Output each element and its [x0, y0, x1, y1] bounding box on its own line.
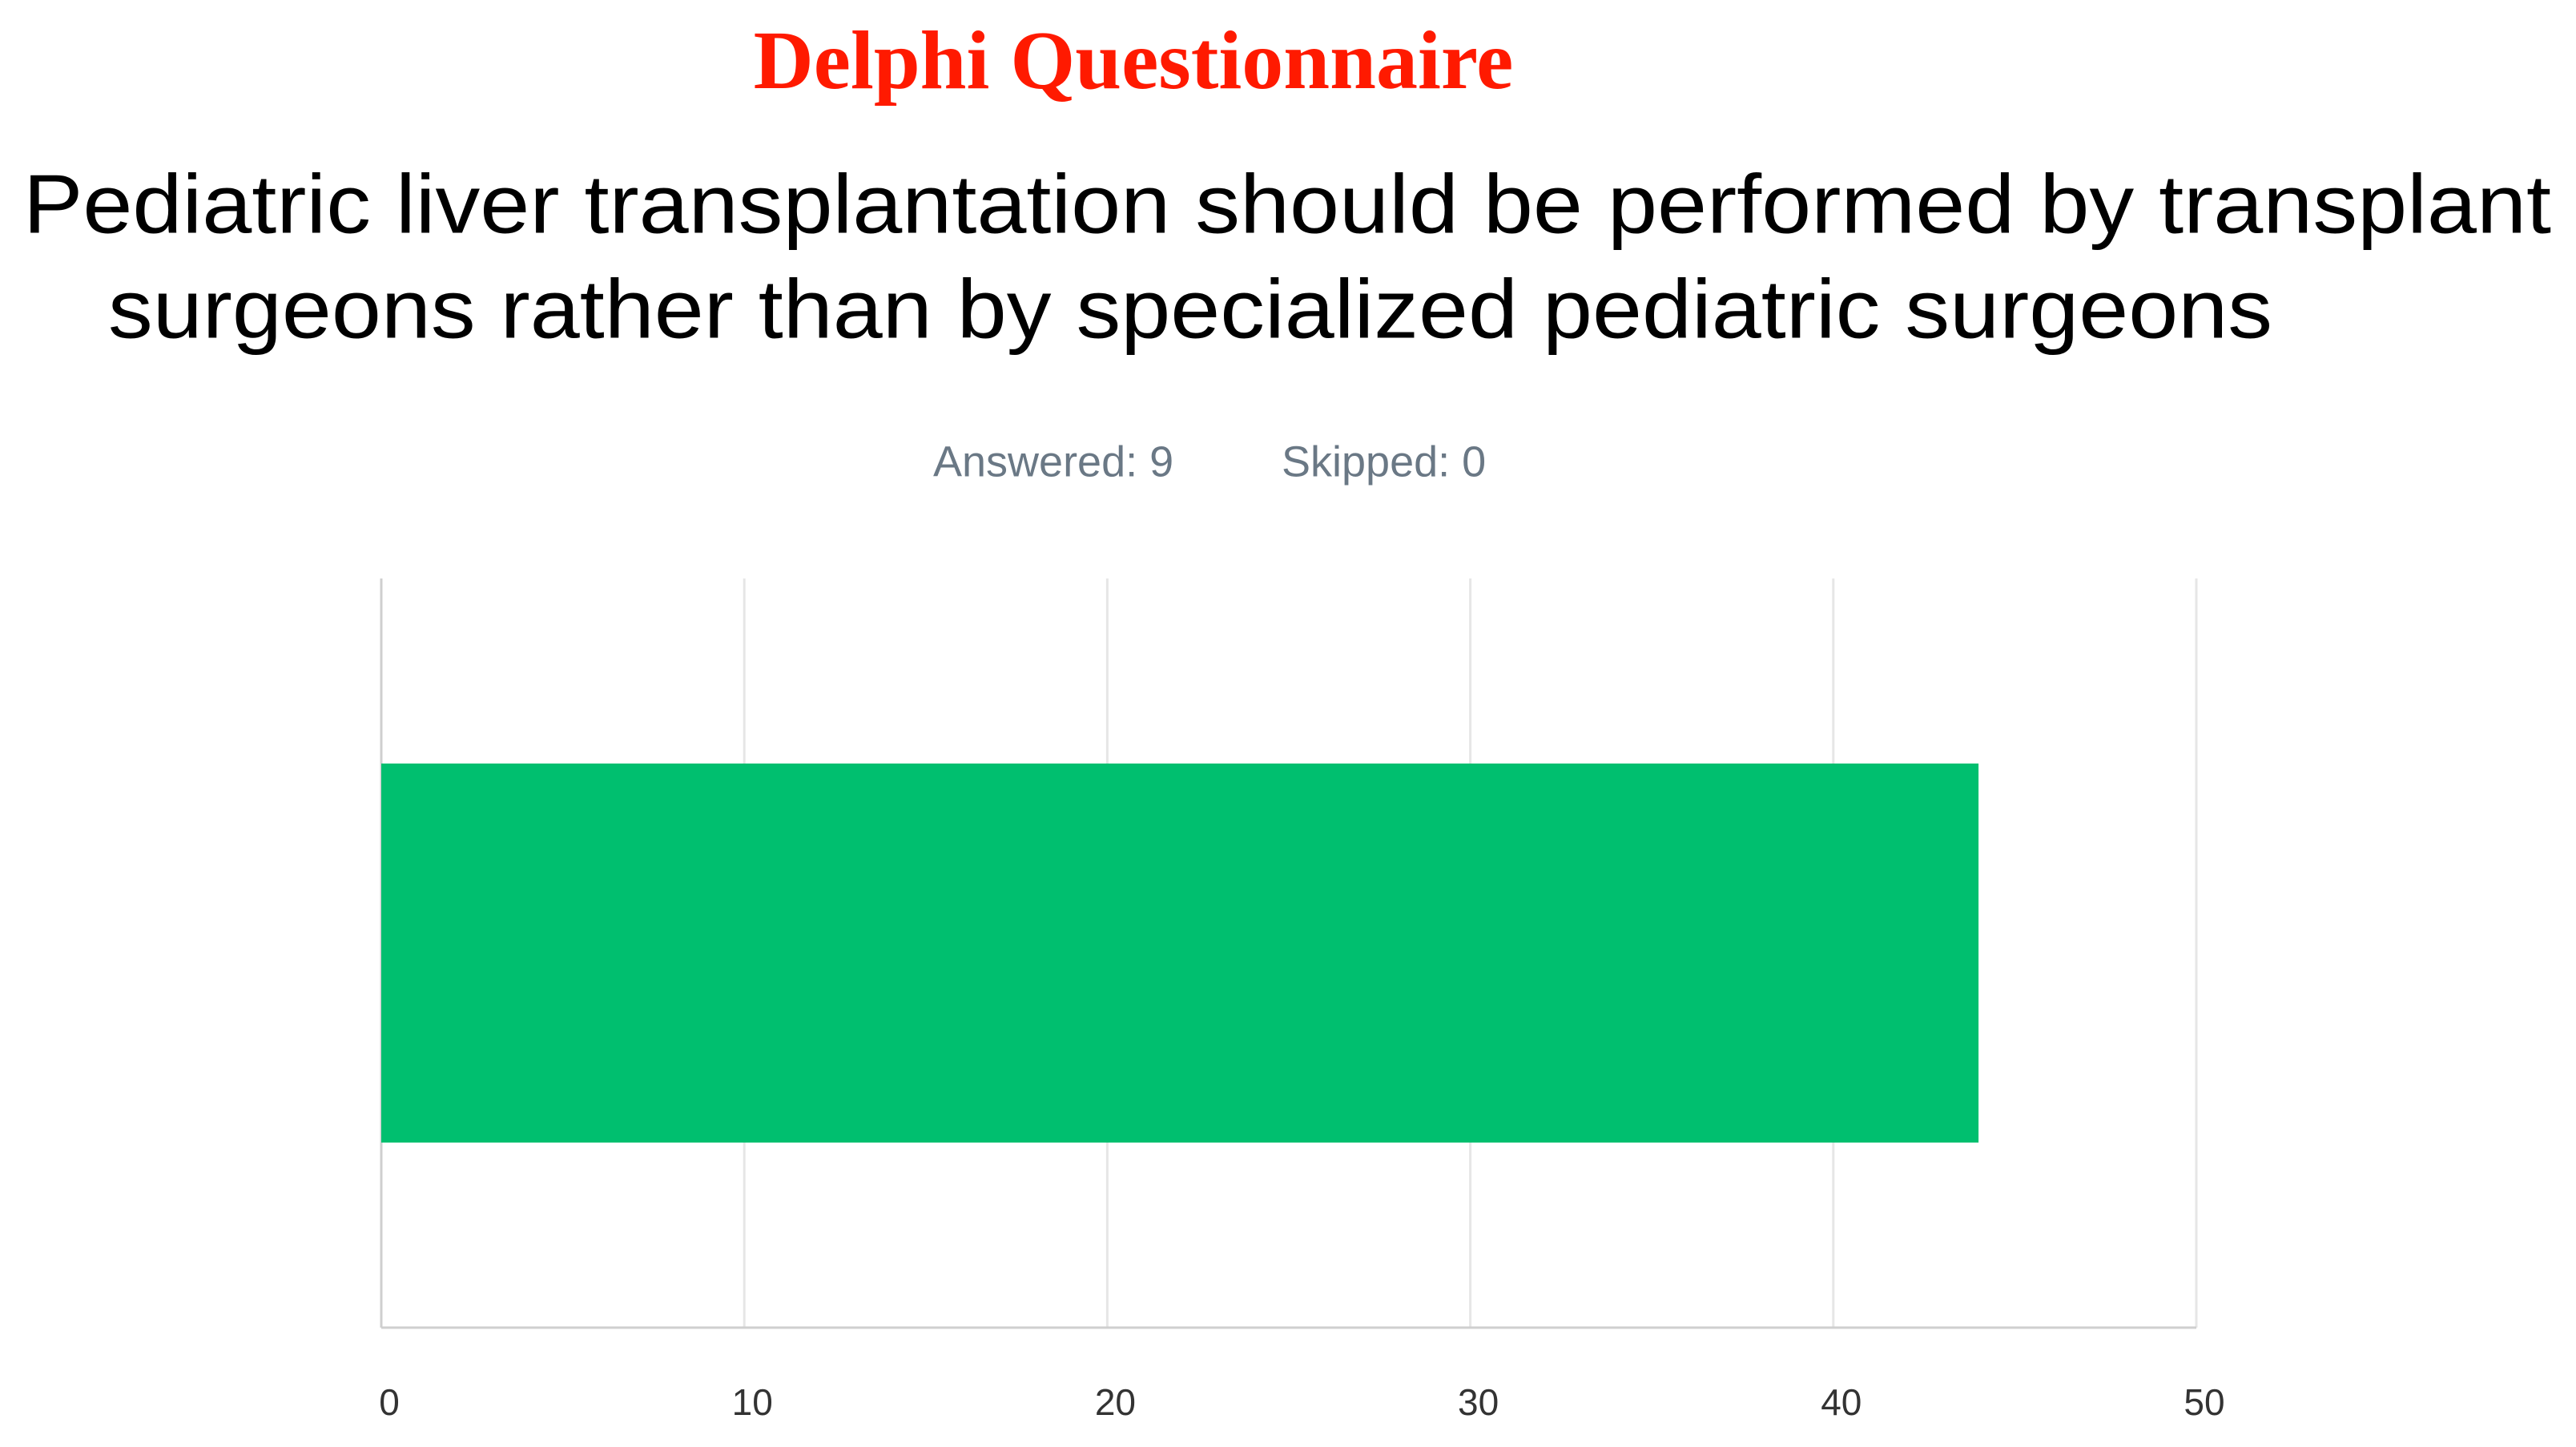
x-tick-label: 10: [732, 1381, 773, 1423]
question-line: Pediatric liver transplantation should b…: [23, 158, 2551, 251]
question-line: surgeons rather than by specialized pedi…: [108, 263, 2272, 356]
bar: [381, 763, 1979, 1143]
x-tick-label: 50: [2184, 1381, 2224, 1423]
x-tick-label: 20: [1095, 1381, 1136, 1423]
x-tick-label: 0: [379, 1381, 400, 1423]
skipped-count: Skipped: 0: [1282, 437, 1486, 486]
chart-title: Delphi Questionnaire: [754, 14, 1514, 107]
x-tick-label: 40: [1821, 1381, 1862, 1423]
answered-count: Answered: 9: [933, 437, 1173, 486]
x-tick-label: 30: [1458, 1381, 1499, 1423]
